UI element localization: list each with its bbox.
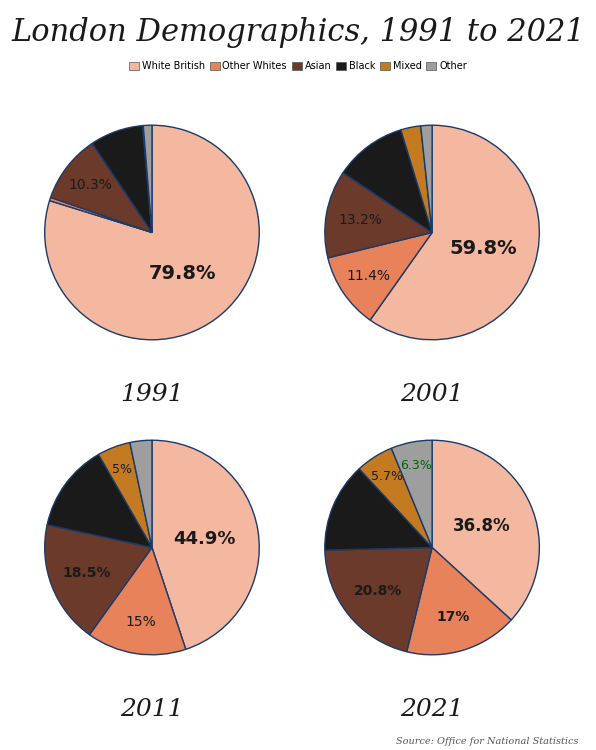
Wedge shape [325, 172, 432, 258]
Text: 44.9%: 44.9% [173, 530, 236, 548]
Text: Source: Office for National Statistics: Source: Office for National Statistics [396, 737, 578, 746]
Wedge shape [370, 125, 539, 340]
Text: 2001: 2001 [401, 382, 464, 406]
Text: 5.7%: 5.7% [371, 470, 403, 484]
Wedge shape [143, 125, 152, 232]
Wedge shape [406, 548, 511, 655]
Text: 5%: 5% [112, 463, 132, 476]
Wedge shape [392, 440, 432, 548]
Wedge shape [142, 125, 152, 232]
Wedge shape [421, 125, 432, 232]
Wedge shape [152, 440, 259, 650]
Text: 36.8%: 36.8% [452, 517, 510, 535]
Wedge shape [401, 126, 432, 232]
Text: 10.9%: 10.9% [365, 165, 409, 179]
Text: 1991: 1991 [120, 382, 184, 406]
Text: 20.8%: 20.8% [353, 584, 402, 598]
Text: 13.5%: 13.5% [343, 512, 387, 526]
Text: 17%: 17% [437, 610, 470, 624]
Wedge shape [130, 440, 152, 548]
Wedge shape [92, 126, 152, 232]
Wedge shape [45, 525, 152, 634]
Text: 11.4%: 11.4% [346, 269, 390, 283]
Wedge shape [49, 197, 152, 232]
Text: 2021: 2021 [401, 698, 464, 721]
Text: 13.3%: 13.3% [71, 497, 115, 512]
Wedge shape [47, 454, 152, 548]
Text: 59.8%: 59.8% [449, 239, 517, 258]
Wedge shape [98, 442, 152, 548]
Wedge shape [51, 143, 152, 232]
Wedge shape [343, 130, 432, 232]
Text: 13.2%: 13.2% [339, 213, 382, 226]
Wedge shape [432, 440, 539, 620]
Text: 6.3%: 6.3% [400, 459, 432, 472]
Wedge shape [325, 469, 432, 550]
Text: 15%: 15% [125, 615, 156, 628]
Text: 8.0%: 8.0% [107, 146, 142, 160]
Wedge shape [359, 448, 432, 548]
Wedge shape [89, 548, 186, 655]
Text: London Demographics, 1991 to 2021: London Demographics, 1991 to 2021 [11, 16, 585, 47]
Wedge shape [45, 125, 259, 340]
Text: 10.3%: 10.3% [69, 178, 113, 192]
Wedge shape [325, 548, 432, 652]
Text: 2011: 2011 [120, 698, 184, 721]
Text: 18.5%: 18.5% [63, 566, 111, 580]
Text: 79.8%: 79.8% [149, 265, 216, 284]
Wedge shape [328, 232, 432, 320]
Legend: White British, Other Whites, Asian, Black, Mixed, Other: White British, Other Whites, Asian, Blac… [125, 57, 471, 75]
